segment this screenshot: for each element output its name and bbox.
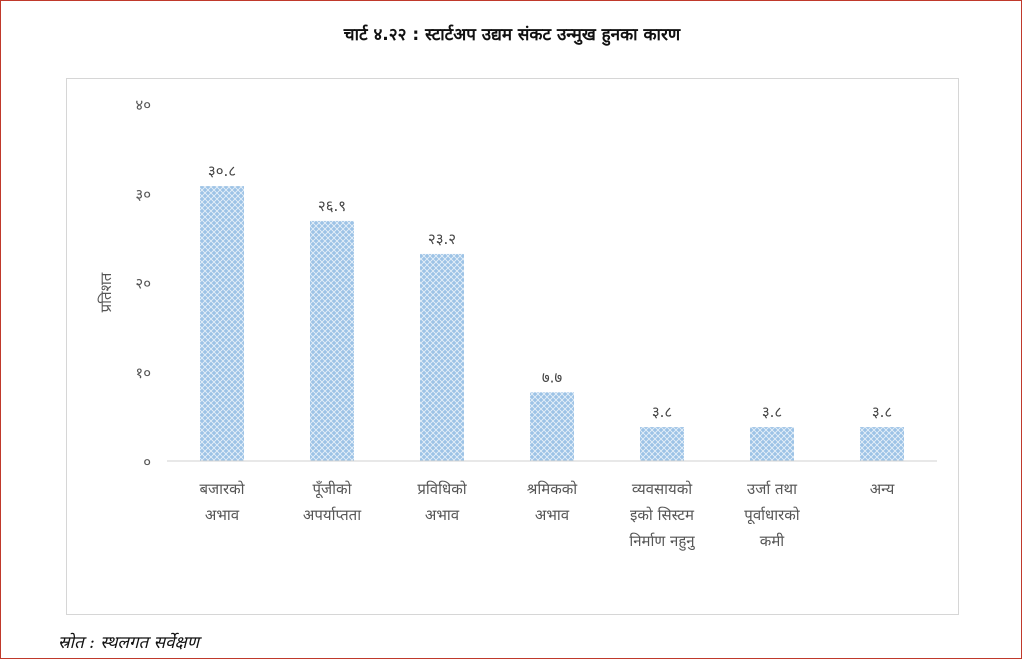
bar	[530, 392, 574, 461]
x-category-label: प्रविधिको अभाव	[417, 480, 467, 524]
bar-chart: ० १० २० ३० ४० प्रतिशत ३०.८ २६.९ २३.२ ७.७ ३.८ ३.८ ३.…	[97, 96, 937, 551]
source-note: स्रोत : स्थलगत सर्वेक्षण	[58, 633, 200, 653]
y-tick-label: १०	[135, 364, 151, 382]
bar	[200, 186, 244, 462]
bar-data-label: २६.९	[318, 197, 346, 215]
bar	[750, 427, 794, 461]
x-category-label: श्रमिकको अभाव	[527, 480, 579, 524]
bar-data-label: ७.७	[542, 368, 563, 386]
bar-data-label: २३.२	[428, 230, 456, 248]
bar	[310, 220, 354, 461]
bar	[860, 427, 904, 461]
x-category-label: बजारको अभाव	[199, 480, 245, 524]
bar	[640, 427, 684, 461]
chart-title: चार्ट ४.२२ : स्टार्टअप उद्यम संकट उन्मुख…	[343, 25, 681, 45]
bar-data-label: ३.८	[652, 403, 672, 421]
y-tick-label: ४०	[135, 96, 151, 114]
x-category-label: उर्जा तथा पूर्वाधारको कमी	[744, 480, 801, 550]
y-axis-label: प्रतिशत	[97, 272, 115, 312]
bar-data-label: ३.८	[762, 403, 782, 421]
bar-data-label: ३०.८	[208, 162, 236, 180]
bar-data-label: ३.८	[872, 403, 892, 421]
x-category-label: अन्य	[870, 480, 895, 498]
y-tick-label: ०	[143, 453, 151, 471]
x-category-label: पूँजीको अपर्याप्तता	[303, 480, 362, 524]
y-tick-label: ३०	[135, 185, 151, 203]
y-tick-label: २०	[135, 275, 151, 293]
bar	[420, 253, 464, 461]
chart-area: ० १० २० ३० ४० प्रतिशत ३०.८ २६.९ २३.२ ७.७ ३.८ ३.८ ३.…	[66, 78, 959, 615]
x-category-label: व्यवसायको इको सिस्टम निर्माण नहुनु	[629, 480, 695, 551]
